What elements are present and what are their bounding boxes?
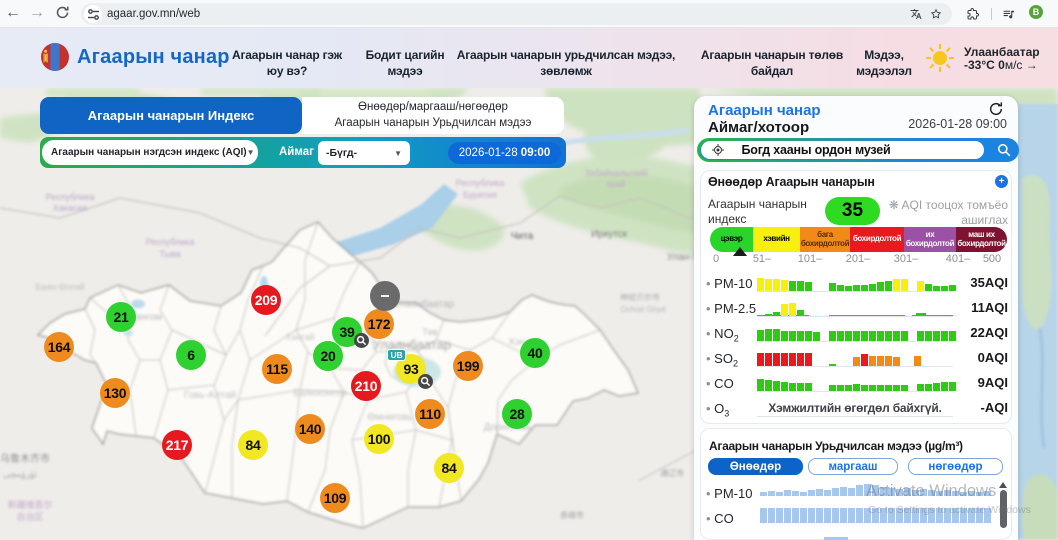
svg-text:Иркутск: Иркутск [591, 229, 628, 240]
svg-text:Улаангом: Улаангом [118, 312, 162, 323]
svg-text:Республика: Республика [46, 192, 95, 202]
svg-text:Улаанбаатар: Улаанбаатар [373, 337, 451, 352]
svg-text:赤峰市: 赤峰市 [560, 510, 584, 520]
svg-text:Баян-Өлгий: Баян-Өлгий [35, 282, 84, 292]
svg-text:Баянхонгор: Баянхонгор [293, 388, 347, 399]
svg-text:Говь-Алтай: Говь-Алтай [184, 390, 236, 401]
svg-text:Республика: Республика [456, 178, 505, 188]
svg-text:Хангай: Хангай [285, 332, 314, 342]
svg-text:Чита: Чита [511, 231, 534, 242]
svg-text:Тыва: Тыва [159, 249, 180, 259]
svg-text:Бурятия: Бурятия [463, 190, 497, 200]
svg-text:Дорноговь: Дорноговь [484, 422, 533, 433]
svg-text:Хакасия: Хакасия [53, 203, 88, 213]
svg-text:乌鲁木齐市: 乌鲁木齐市 [0, 452, 50, 465]
svg-text:通辽市: 通辽市 [660, 468, 684, 478]
svg-text:自治区: 自治区 [16, 511, 43, 522]
svg-text:Республика: Республика [146, 237, 195, 247]
svg-text:Ochod Ghyd: Ochod Ghyd [621, 305, 666, 314]
svg-text:Төв: Төв [422, 327, 438, 337]
svg-text:Өмнөговь: Өмнөговь [367, 412, 412, 423]
svg-text:Улаанбаатар: Улаанбаатар [394, 298, 455, 310]
svg-text:Улан-Удэ: Улан-Удэ [667, 252, 710, 263]
svg-text:ئۈرۈمچى: ئۈرۈمچى [3, 469, 37, 480]
svg-text:神经贝尔市: 神经贝尔市 [620, 292, 660, 302]
svg-text:新疆维吾尔: 新疆维吾尔 [7, 499, 52, 510]
svg-text:Забайкальский: Забайкальский [585, 168, 648, 178]
svg-text:край: край [607, 179, 626, 189]
